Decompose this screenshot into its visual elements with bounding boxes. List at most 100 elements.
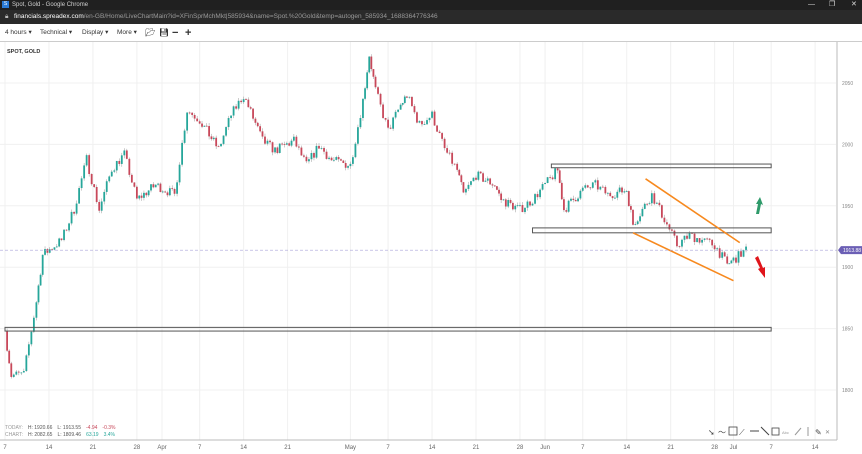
candle [438,131,441,134]
candle [601,186,604,188]
candle [563,199,565,211]
drawing-tools: ➘ 〜 ⟋ Abc ✎ ✕ [708,426,830,437]
candle [399,104,402,110]
candle [462,182,465,193]
close-icon[interactable]: ✕ [825,430,830,436]
candle [529,201,531,206]
candle [567,200,570,212]
candle [443,138,446,149]
candle [164,191,167,193]
candle [541,184,544,190]
rectangle-icon[interactable] [771,427,780,436]
candle [171,188,174,190]
candle [723,252,726,257]
candle [125,150,128,159]
candle [436,125,438,132]
candle [342,160,345,163]
candle [335,157,338,160]
candle [511,202,514,210]
candle [599,186,602,190]
chart-high: H: 2082.65 [27,432,53,438]
line-icon[interactable] [794,427,802,436]
folder-open-icon[interactable]: 📂︎ [145,28,156,37]
candle [140,195,143,198]
zoom-in-icon[interactable]: + [185,27,192,39]
zone-rectangle [550,163,772,169]
today-low: L: 1913.55 [57,425,81,431]
candle [718,248,721,258]
candle [44,249,46,255]
candle [308,159,310,162]
candle [147,190,150,196]
candle [93,184,96,187]
close-window-icon[interactable]: ✕ [851,1,857,8]
x-tick-label: 28 [134,445,141,451]
candle [431,111,433,118]
candle [303,155,305,157]
candle [130,174,133,183]
candle [83,165,86,179]
today-change: -4.94 [86,425,98,431]
chart-toolbar: 4 hours ▾ Technical ▾ Display ▾ More ▾ 📂… [0,24,862,42]
address-bar[interactable]: 🔒︎ financials.spreadex.com/en-GB/Home/Li… [0,10,862,24]
candle [290,140,293,146]
candle [534,194,536,204]
candle [143,192,145,198]
candle [283,144,286,145]
candle [168,188,171,196]
fib-grid-icon[interactable] [728,426,738,436]
candle [526,201,529,208]
candle [186,112,189,131]
candle [347,166,349,168]
url-domain: financials.spreadex.com [14,13,84,20]
candle [285,143,288,145]
url-path: /en-GB/Home/LiveChartMain?id=XFinSprMchM… [83,13,438,20]
interval-dropdown[interactable]: 4 hours ▾ [5,29,32,36]
more-dropdown[interactable]: More ▾ [117,29,137,36]
display-dropdown[interactable]: Display ▾ [82,29,109,36]
x-tick-label: 14 [429,445,436,451]
candle [278,143,281,153]
url-text[interactable]: financials.spreadex.com/en-GB/Home/LiveC… [14,10,438,24]
candle [295,136,298,147]
x-tick-label: 14 [812,445,819,451]
text-icon[interactable]: Abc [782,430,789,435]
x-tick-label: 7 [769,445,773,451]
fan-icon[interactable]: ⟋ [739,428,745,437]
candle [135,186,138,199]
candle [491,184,494,186]
candle [394,111,397,118]
candle [205,125,208,127]
candle [225,127,227,136]
candle [641,208,644,217]
price-chart[interactable]: 1800 1850 1900 1950 2000 2050 7 14 21 28 Apr 7 14 21 M… [0,42,862,454]
candle [115,160,118,171]
ray-icon[interactable] [760,426,770,436]
candle [22,371,25,373]
save-icon[interactable]: 💾︎ [159,28,170,37]
minimize-icon[interactable]: — [808,1,815,8]
candle [300,147,303,156]
technical-dropdown[interactable]: Technical ▾ [40,29,73,36]
candle [421,121,423,125]
maximize-icon[interactable]: ❐ [829,1,836,8]
candle [357,127,359,144]
candle [328,157,330,159]
candle [688,232,691,239]
candle [63,229,65,241]
candle [623,191,626,193]
today-high: H: 1920.66 [27,425,53,431]
candle [161,191,164,193]
candle [416,112,418,123]
pencil-icon[interactable]: ✎ [815,428,822,437]
zoom-out-icon[interactable]: − [172,27,179,39]
candle [387,119,389,128]
y-tick-label: 1950 [842,204,853,210]
candle [271,142,274,153]
drawings[interactable] [0,163,837,332]
curve-icon[interactable]: 〜 [718,428,726,437]
arrow-icon[interactable]: ➘ [708,428,715,437]
candle [630,206,632,210]
candle [696,238,698,243]
candle [453,163,456,165]
